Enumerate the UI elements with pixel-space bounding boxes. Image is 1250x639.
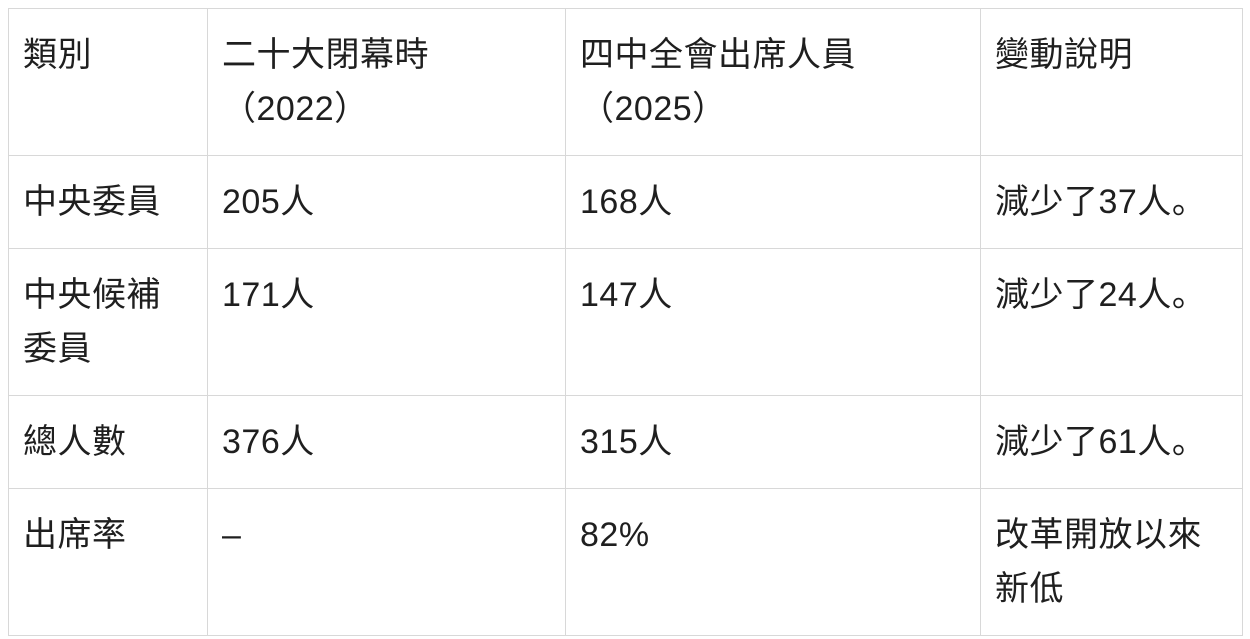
header-label-year: （2025） [580, 90, 727, 128]
table-row-attendance-rate: 出席率 – 82% 改革開放以來新低 [8, 488, 1243, 636]
cell-change-note: 減少了37人。 [980, 155, 1243, 249]
cell-2025-value: 315人 [565, 395, 981, 489]
header-label: 變動說明 [995, 36, 1133, 74]
header-label-year: （2022） [222, 90, 369, 128]
cell-2022-value: 205人 [207, 155, 566, 249]
header-label: 類別 [23, 36, 92, 74]
cell-category: 中央候補委員 [8, 248, 208, 396]
table-row-central-committee: 中央委員 205人 168人 減少了37人。 [8, 155, 1243, 249]
header-label: 四中全會出席人員 [580, 36, 856, 74]
cell-category: 出席率 [8, 488, 208, 636]
attendance-comparison-table: 類別 二十大閉幕時 （2022） 四中全會出席人員 （2025） 變動說明 中央… [8, 8, 1243, 636]
column-header-4th-plenum-2025: 四中全會出席人員 （2025） [565, 8, 981, 156]
cell-change-note: 改革開放以來新低 [980, 488, 1243, 636]
column-header-20th-congress-2022: 二十大閉幕時 （2022） [207, 8, 566, 156]
column-header-change-note: 變動說明 [980, 8, 1243, 156]
table-row-alternate-members: 中央候補委員 171人 147人 減少了24人。 [8, 248, 1243, 396]
cell-change-note: 減少了24人。 [980, 248, 1243, 396]
cell-change-note: 減少了61人。 [980, 395, 1243, 489]
cell-2022-value: 171人 [207, 248, 566, 396]
table-body: 中央委員 205人 168人 減少了37人。 中央候補委員 171人 147人 … [8, 155, 1243, 636]
table-header: 類別 二十大閉幕時 （2022） 四中全會出席人員 （2025） 變動說明 [8, 8, 1243, 156]
column-header-category: 類別 [8, 8, 208, 156]
cell-2022-value: – [207, 488, 566, 636]
cell-2022-value: 376人 [207, 395, 566, 489]
header-label: 二十大閉幕時 [222, 36, 429, 74]
cell-category: 中央委員 [8, 155, 208, 249]
table-row-total: 總人數 376人 315人 減少了61人。 [8, 395, 1243, 489]
cell-category: 總人數 [8, 395, 208, 489]
header-row: 類別 二十大閉幕時 （2022） 四中全會出席人員 （2025） 變動說明 [8, 8, 1243, 156]
cell-2025-value: 147人 [565, 248, 981, 396]
cell-2025-value: 82% [565, 488, 981, 636]
cell-2025-value: 168人 [565, 155, 981, 249]
